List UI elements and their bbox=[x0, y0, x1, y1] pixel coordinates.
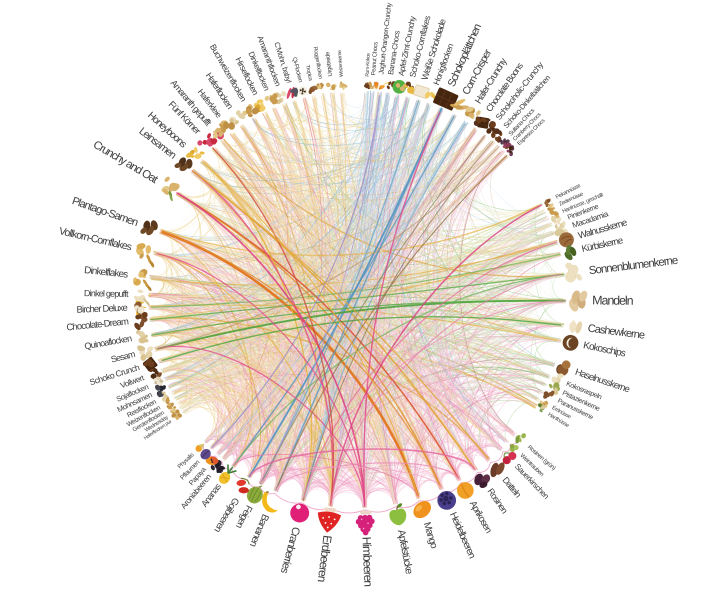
svg-text:Tropica: Tropica bbox=[304, 64, 313, 82]
svg-text:Urgetreide: Urgetreide bbox=[325, 51, 334, 77]
svg-text:Roggenflocken: Roggenflocken bbox=[312, 46, 323, 79]
svg-text:Dinkelflakes: Dinkelflakes bbox=[84, 265, 129, 281]
svg-text:Rum-Kokos: Rum-Kokos bbox=[365, 52, 372, 76]
svg-text:Peanut Chocs: Peanut Chocs bbox=[371, 42, 379, 76]
svg-text:Dinkel gepufft: Dinkel gepufft bbox=[84, 288, 129, 299]
svg-text:Erdbeeren: Erdbeeren bbox=[315, 534, 335, 582]
svg-text:Mandeln: Mandeln bbox=[592, 293, 634, 307]
svg-text:Bircher Deluxe: Bircher Deluxe bbox=[76, 303, 127, 316]
svg-text:Himbeeren: Himbeeren bbox=[360, 537, 376, 587]
svg-text:Weizenkeime: Weizenkeime bbox=[337, 50, 345, 77]
